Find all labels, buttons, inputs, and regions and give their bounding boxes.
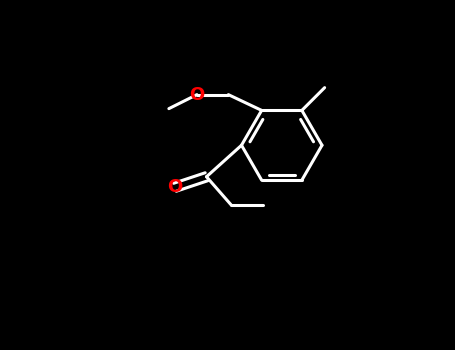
Text: O: O [189, 86, 204, 104]
Text: O: O [167, 178, 182, 196]
